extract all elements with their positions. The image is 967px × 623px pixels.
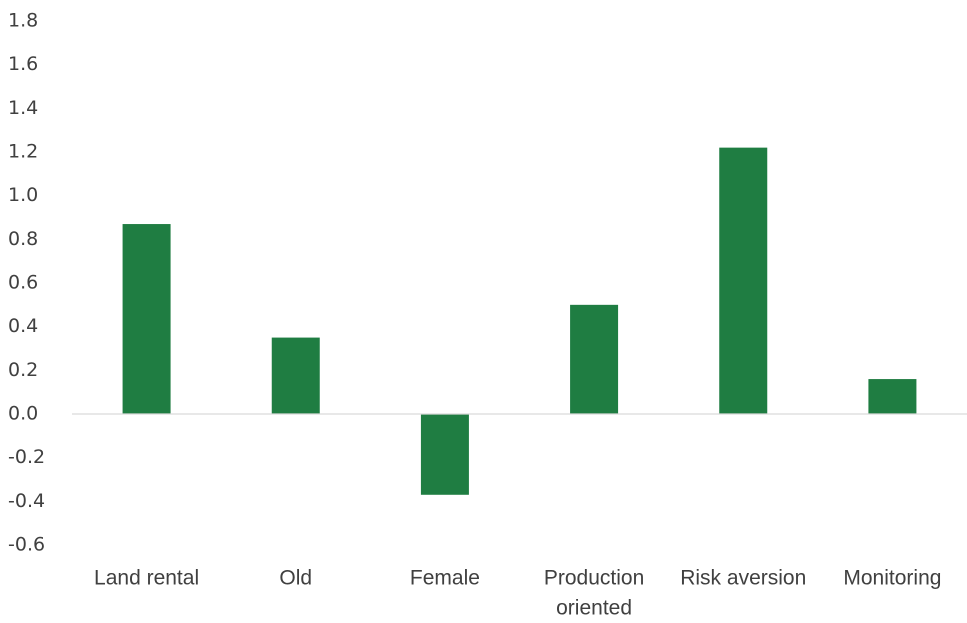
- x-category-label: Production oriented: [544, 567, 644, 620]
- y-axis-ticks: -0.6 -0.4 -0.2 0.0 0.2 0.4 0.6 0.8 1.0 1.2 1.4 1.6 1…: [8, 10, 45, 556]
- y-tick-label: -0.2: [8, 446, 45, 468]
- bar-production-oriented: [570, 304, 619, 414]
- y-tick-label: -0.6: [8, 534, 45, 556]
- x-category-label: Old: [279, 567, 312, 590]
- y-tick-label: 0.8: [8, 228, 38, 250]
- bar-monitoring: [868, 379, 917, 414]
- x-category-label-line: Risk aversion: [680, 567, 806, 590]
- y-tick-label: 1.4: [8, 97, 38, 119]
- y-tick-label: 1.8: [8, 10, 38, 32]
- x-category-label-line: oriented: [556, 597, 632, 620]
- x-category-label: Monitoring: [843, 567, 941, 590]
- x-category-label: Risk aversion: [680, 567, 806, 590]
- y-tick-label: 1.6: [8, 53, 38, 75]
- y-tick-label: 0.0: [8, 403, 38, 425]
- x-category-label: Female: [410, 567, 480, 590]
- y-tick-label: 0.6: [8, 272, 38, 294]
- x-category-label-line: Female: [410, 567, 480, 590]
- y-tick-label: 1.2: [8, 141, 38, 163]
- y-tick-label: 1.0: [8, 184, 38, 206]
- category-labels: Land rental Old Female Production oriented Ri…: [94, 567, 941, 620]
- bar-old: [271, 337, 320, 414]
- y-tick-label: -0.4: [8, 490, 45, 512]
- bar-female: [420, 414, 469, 495]
- bar-land-rental: [122, 224, 171, 414]
- x-category-label-line: Production: [544, 567, 644, 590]
- x-category-label: Land rental: [94, 567, 199, 590]
- y-tick-label: 0.2: [8, 359, 38, 381]
- x-category-label-line: Land rental: [94, 567, 199, 590]
- bars: [122, 147, 917, 495]
- x-category-label-line: Monitoring: [843, 567, 941, 590]
- y-tick-label: 0.4: [8, 315, 38, 337]
- x-category-label-line: Old: [279, 567, 312, 590]
- bar-risk-aversion: [719, 147, 768, 414]
